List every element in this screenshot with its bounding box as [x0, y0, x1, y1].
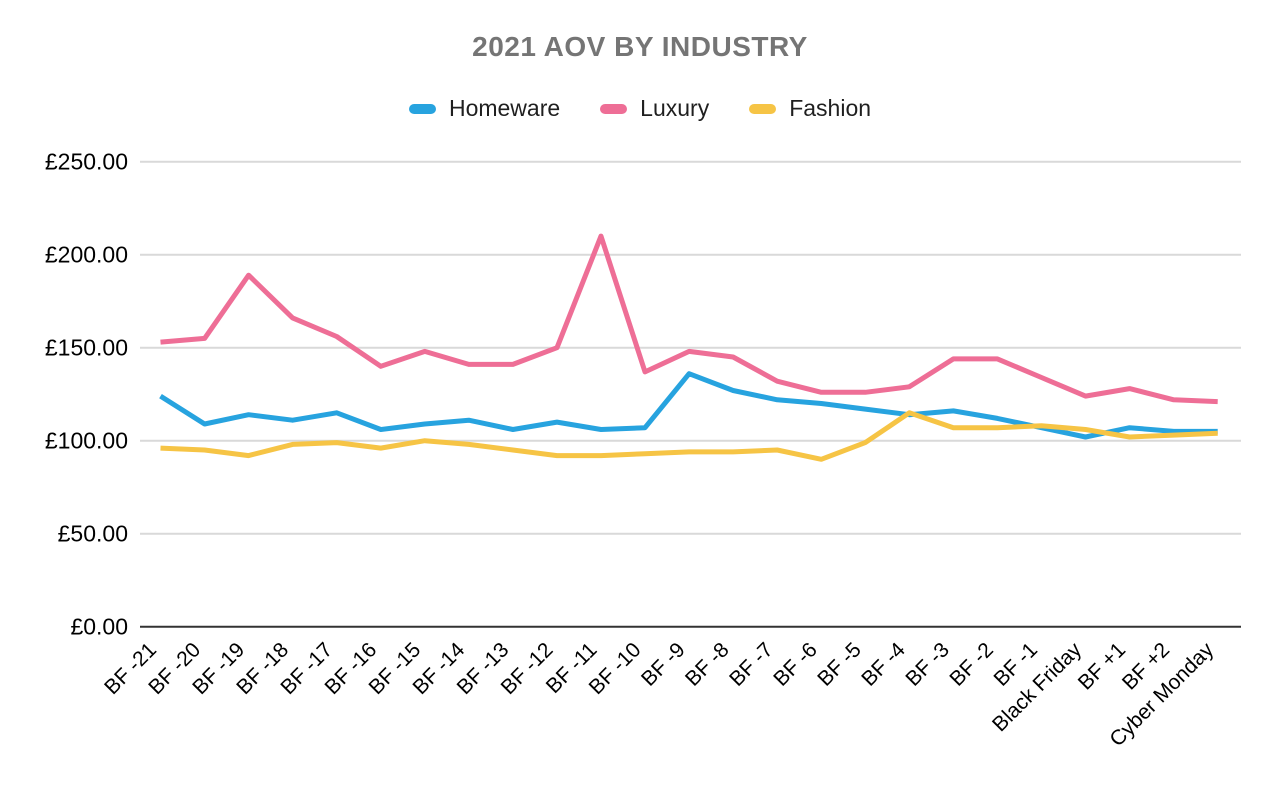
legend-label: Homeware [448, 95, 561, 121]
legend-item-fashion[interactable]: Fashion [749, 95, 871, 122]
legend-swatch-icon [600, 103, 628, 114]
x-axis-tick-label: BF -7 [725, 638, 778, 691]
x-axis-tick-label: BF -4 [857, 638, 910, 691]
legend: Homeware Luxury Fashion [0, 95, 1280, 122]
y-axis-tick-label: £150.00 [45, 335, 128, 361]
series-line-luxury[interactable] [160, 233, 1218, 405]
y-axis-tick-label: £250.00 [45, 149, 128, 175]
y-axis-tick-label: £200.00 [45, 242, 128, 268]
x-axis-tick-label: BF -2 [945, 638, 998, 691]
x-axis-tick-label: BF -3 [901, 638, 954, 691]
x-axis-tick-label: BF -8 [681, 638, 734, 691]
legend-item-luxury[interactable]: Luxury [600, 95, 709, 122]
y-axis-tick-label: £0.00 [70, 614, 128, 640]
x-axis-tick-label: BF +1 [1074, 638, 1130, 694]
x-axis-tick-label: BF -9 [637, 638, 690, 691]
y-axis-tick-label: £50.00 [58, 521, 128, 547]
chart-title: 2021 AOV BY INDUSTRY [472, 31, 808, 62]
legend-swatch-icon [408, 103, 436, 114]
legend-item-homeware[interactable]: Homeware [408, 95, 561, 122]
legend-label: Luxury [640, 95, 710, 121]
y-axis-tick-label: £100.00 [45, 428, 128, 454]
x-axis-tick-label: BF -5 [813, 638, 866, 691]
legend-swatch-icon [749, 103, 777, 114]
legend-label: Fashion [789, 95, 872, 121]
series-line-fashion[interactable] [160, 410, 1218, 462]
x-axis-tick-label: BF -6 [769, 638, 822, 691]
